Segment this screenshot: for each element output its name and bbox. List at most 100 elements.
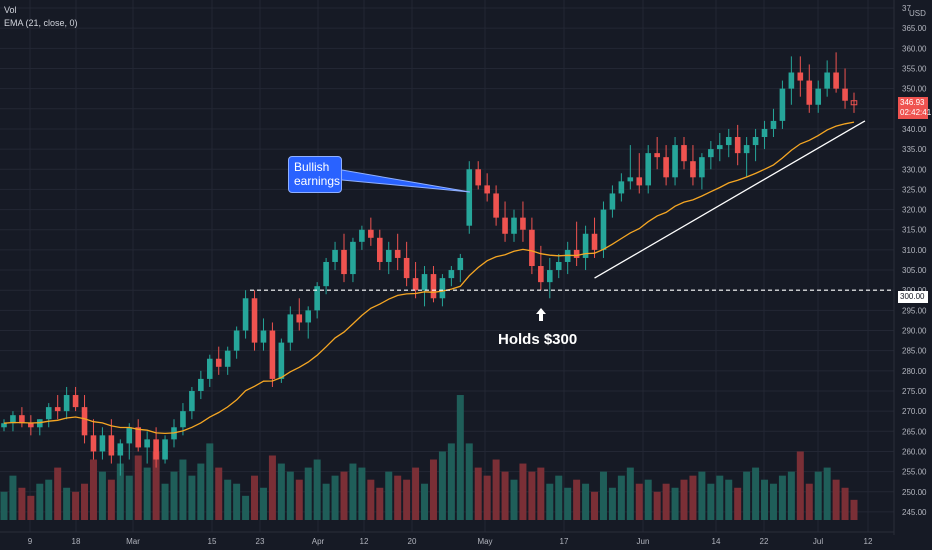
volume-bar (394, 475, 402, 520)
volume-bar (18, 487, 26, 520)
volume-bar (251, 475, 259, 520)
candle-body (421, 274, 428, 291)
candle-body (466, 169, 473, 226)
volume-bar (635, 483, 643, 520)
volume-indicator-label[interactable]: Vol (4, 5, 17, 15)
time-tick-label: 15 (208, 537, 217, 546)
time-tick-label: 18 (72, 537, 81, 546)
candlesticks (1, 52, 858, 476)
candle-body (529, 229, 535, 267)
candle-body (385, 249, 392, 262)
ema-indicator-label[interactable]: EMA (21, close, 0) (4, 18, 78, 28)
candle-body (45, 407, 52, 420)
candle-body (10, 415, 16, 424)
time-tick-label: Apr (312, 537, 325, 546)
candle-body (19, 415, 25, 424)
candle-body (546, 270, 553, 283)
candle-body (770, 120, 777, 129)
volume-bar (0, 491, 8, 520)
candle-body (72, 395, 79, 408)
bullish-earnings-callout: Bullish earnings (288, 156, 342, 193)
volume-bar (81, 483, 89, 520)
volume-bar (143, 467, 151, 520)
candle-body (520, 217, 526, 230)
volume-bar (653, 491, 661, 520)
candle-body (493, 193, 499, 218)
volume-bar (510, 479, 518, 520)
volume-bar (349, 463, 357, 520)
candle-body (591, 233, 598, 250)
candle-body (198, 378, 204, 391)
volume-bar (519, 463, 527, 520)
price-tick-label: 285.00 (902, 347, 927, 356)
candle-body (28, 423, 34, 428)
volume-bar (671, 487, 679, 520)
candle-body (681, 145, 687, 162)
candle-body (752, 137, 759, 146)
volume-bar (814, 471, 822, 520)
candle-body (108, 435, 115, 456)
candle-body (341, 249, 347, 275)
volume-bar (242, 495, 250, 520)
currency-label: USD (909, 9, 926, 18)
candle-body (206, 358, 213, 379)
candle-body (296, 314, 303, 323)
candle-body (457, 257, 464, 271)
candle-body (63, 395, 70, 412)
volume-bar (9, 475, 17, 520)
candle-body (251, 298, 258, 343)
candle-body (99, 435, 106, 452)
up-arrow-icon (536, 308, 546, 321)
volume-bar (564, 487, 572, 520)
volume-bar (617, 475, 625, 520)
candle-body (636, 177, 643, 186)
candle-body (90, 435, 97, 452)
volume-bar (573, 479, 581, 520)
volume-bar (465, 443, 473, 520)
volume-bar (644, 479, 652, 520)
candle-body (144, 439, 150, 448)
price-tick-label: 260.00 (902, 447, 927, 456)
volume-bar (340, 471, 348, 520)
candle-body (690, 161, 696, 178)
candle-body (412, 278, 419, 291)
volume-bar (528, 471, 536, 520)
price-tick-label: 320.00 (902, 206, 927, 215)
volume-bar (438, 451, 446, 520)
candle-body (797, 72, 804, 81)
volume-bar (36, 483, 44, 520)
volume-bar (850, 499, 858, 520)
volume-bar (743, 471, 751, 520)
trendline (594, 120, 866, 279)
candle-body (54, 407, 61, 412)
volume-bar (331, 475, 339, 520)
candle-body (180, 411, 186, 428)
price-tick-label: 245.00 (902, 508, 927, 517)
time-tick-label: May (477, 537, 492, 546)
time-tick-label: 12 (360, 537, 369, 546)
time-tick-label: 14 (712, 537, 721, 546)
volume-bar (277, 463, 285, 520)
volume-bar (421, 483, 429, 520)
time-axis[interactable]: 9 18 Mar 15 23 Apr 12 20 May 17 Jun 14 22 Jul 12 (0, 531, 894, 546)
volume-bar (734, 487, 742, 520)
price-tick-label: 295.00 (902, 306, 927, 315)
volume-bar (707, 483, 715, 520)
volume-bar (501, 471, 509, 520)
price-tick-label: 270.00 (902, 407, 927, 416)
volume-bar (483, 475, 491, 520)
volume-bar (492, 459, 500, 520)
candle-body (502, 217, 508, 234)
time-tick-label: Mar (126, 537, 140, 546)
volume-bar (537, 467, 545, 520)
candle-body (743, 145, 750, 154)
volume-bar (313, 459, 321, 520)
price-axis[interactable]: 245.00 250.00 255.00 260.00 265.00 270.00 275.… (893, 0, 927, 535)
volume-bar (89, 459, 97, 520)
current-price-tag: 346.93 02:42:41 (898, 97, 931, 119)
price-tick-label: 315.00 (902, 226, 927, 235)
candle-body (699, 157, 705, 178)
price-tick-label: 250.00 (902, 488, 927, 497)
candle-body (278, 342, 285, 379)
